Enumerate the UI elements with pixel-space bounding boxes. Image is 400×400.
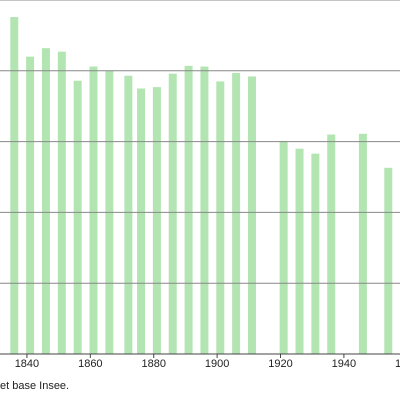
bar <box>200 66 209 354</box>
bar <box>124 75 133 355</box>
bar <box>168 73 177 354</box>
bar <box>41 48 50 354</box>
x-tick-label: 1940 <box>332 358 356 370</box>
bar <box>295 148 304 354</box>
bar <box>279 140 288 354</box>
bar <box>137 88 146 354</box>
bar <box>73 80 82 354</box>
x-tick-label: 1880 <box>141 358 165 370</box>
bar <box>311 153 320 354</box>
bar <box>10 16 19 354</box>
bar <box>247 76 256 355</box>
x-tick-label: 1920 <box>268 358 292 370</box>
bar <box>232 72 241 354</box>
bar <box>152 87 161 355</box>
bar <box>184 65 193 355</box>
x-tick-label: 1840 <box>15 358 39 370</box>
x-tick-label: 1900 <box>205 358 229 370</box>
bar <box>89 66 98 354</box>
x-tick-label: 1860 <box>78 358 102 370</box>
bar <box>26 56 35 354</box>
bar <box>57 51 66 355</box>
bar <box>384 167 393 354</box>
bar <box>216 81 225 355</box>
x-tick-label: 1960 <box>395 358 400 370</box>
source-note: et base Insee. <box>0 380 69 392</box>
bar <box>327 134 336 354</box>
bar <box>358 133 367 354</box>
